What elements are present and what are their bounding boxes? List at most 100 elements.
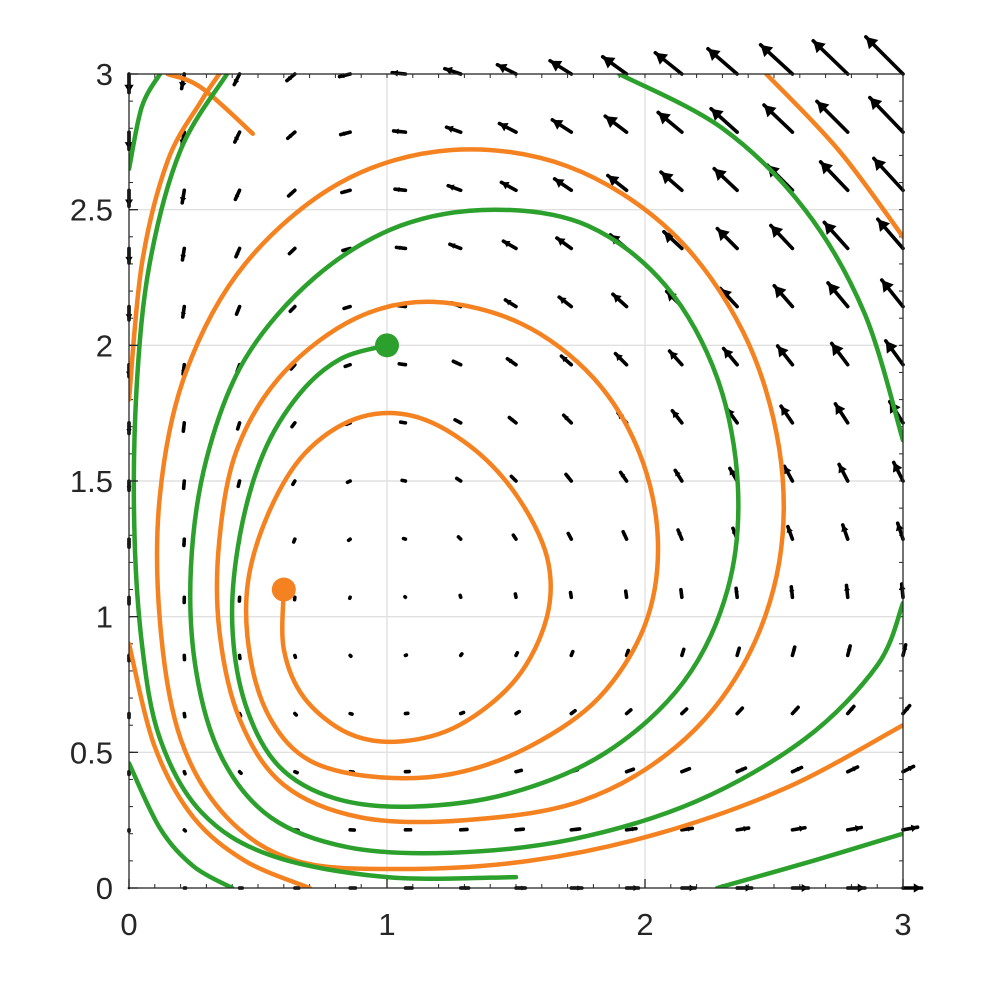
quiver-arrow	[499, 180, 518, 193]
quiver-arrow	[403, 711, 410, 716]
quiver-head	[852, 766, 858, 772]
quiver-head	[575, 827, 580, 832]
trajectory-2	[129, 641, 312, 888]
quiver-arrow	[514, 709, 522, 716]
quiver-arrow	[569, 827, 582, 832]
quiver-head	[345, 364, 348, 367]
quiver-arrow	[561, 413, 574, 425]
trajectory-5	[188, 207, 903, 856]
quiver-arrow	[656, 110, 684, 134]
quiver-head	[732, 528, 738, 534]
quiver-head	[444, 66, 453, 75]
quiver-arrow	[453, 418, 463, 425]
quiver-head	[340, 131, 346, 136]
quiver-head	[446, 125, 454, 133]
quiver-arrow	[568, 590, 574, 600]
quiver-head	[464, 828, 467, 832]
quiver-head	[895, 523, 904, 532]
quiver-head	[736, 648, 741, 652]
quiver-head	[556, 238, 566, 247]
quiver-arrow	[829, 341, 850, 367]
start-marker-0	[271, 577, 296, 602]
quiver-arrow	[397, 362, 408, 367]
quiver-head	[552, 119, 564, 130]
quiver-arrow	[341, 246, 352, 253]
quiver-head	[239, 657, 241, 659]
quiver-head	[238, 599, 241, 602]
quiver-head	[459, 595, 461, 597]
y-tick-label: 2	[96, 328, 113, 363]
quiver-head	[707, 48, 721, 61]
quiver-arrow	[679, 587, 684, 600]
quiver-head	[507, 358, 513, 364]
quiver-arrow	[394, 245, 408, 251]
quiver-head	[683, 709, 687, 713]
quiver-head	[455, 419, 459, 423]
quiver-arrow	[287, 246, 297, 256]
quiver-head	[341, 189, 346, 194]
quiver-head	[865, 36, 879, 50]
quiver-arrow	[237, 653, 242, 661]
quiver-arrow	[401, 536, 408, 541]
quiver-arrow	[875, 217, 905, 251]
quiver-arrow	[895, 521, 905, 541]
quiver-arrow	[790, 825, 807, 832]
quiver-arrow	[680, 707, 689, 716]
quiver-head	[395, 187, 400, 193]
quiver-arrow	[444, 125, 463, 134]
quiver-arrow	[290, 421, 297, 429]
quiver-arrow	[345, 479, 352, 485]
quiver-arrow	[613, 351, 629, 367]
quiver-arrow	[901, 883, 924, 893]
quiver-head	[403, 538, 405, 540]
quiver-arrow	[458, 710, 466, 716]
quiver-head	[453, 360, 458, 365]
quiver-head	[237, 483, 241, 487]
quiver-arrow	[845, 704, 856, 716]
quiver-arrow	[775, 344, 795, 367]
quiver-arrow	[513, 592, 518, 600]
quiver-arrow	[458, 827, 469, 832]
quiver-arrow	[840, 523, 850, 541]
quiver-head	[831, 343, 844, 357]
quiver-arrow	[182, 537, 187, 548]
quiver-arrow	[845, 765, 860, 774]
y-tick-label: 1.5	[70, 464, 113, 499]
y-tick-label: 0	[96, 871, 113, 906]
quiver-arrow	[509, 474, 518, 483]
quiver-head	[672, 410, 680, 419]
start-marker-5	[375, 333, 399, 358]
quiver-arrow	[458, 593, 463, 600]
quiver-head	[655, 52, 669, 65]
quiver-arrow	[448, 242, 463, 251]
quiver-head	[516, 652, 518, 655]
quiver-arrow	[403, 769, 412, 774]
quiver-arrow	[667, 349, 684, 367]
quiver-head	[898, 584, 906, 590]
quiver-arrow	[495, 62, 518, 76]
quiver-head	[622, 531, 627, 536]
quiver-head	[841, 524, 849, 533]
quiver-head	[568, 533, 571, 537]
quiver-head	[910, 824, 918, 832]
trajectory-0	[154, 147, 903, 872]
quiver-head	[881, 280, 894, 293]
quiver-arrow	[569, 649, 575, 658]
quiver-arrow	[715, 226, 739, 251]
quiver-arrow	[706, 46, 739, 76]
quiver-arrow	[769, 223, 795, 251]
quiver-arrow	[505, 356, 518, 367]
quiver-head	[351, 713, 353, 715]
quiver-head	[511, 476, 515, 480]
quiver-head	[520, 827, 524, 832]
quiver-arrow	[503, 298, 518, 309]
quiver-arrow	[182, 711, 187, 719]
quiver-head	[681, 649, 685, 653]
quiver-arrow	[348, 828, 357, 832]
quiver-head	[734, 588, 739, 593]
quiver-head	[794, 707, 799, 712]
quiver-arrow	[181, 421, 187, 433]
quiver-head	[602, 56, 616, 69]
quiver-head	[824, 222, 837, 235]
quiver-arrow	[346, 537, 352, 543]
